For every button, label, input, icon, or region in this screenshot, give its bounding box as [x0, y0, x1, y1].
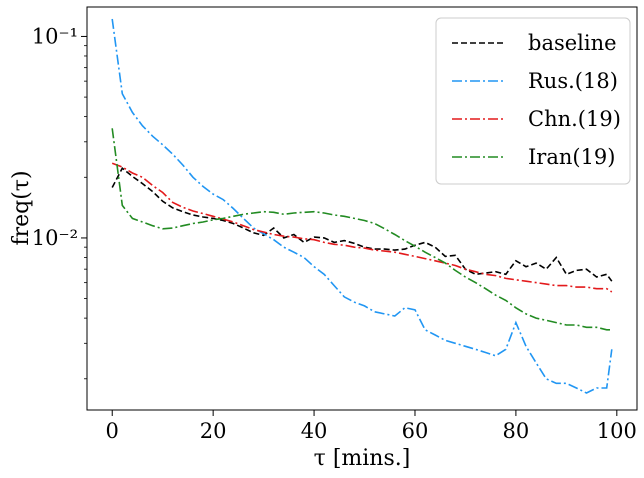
x-tick-label: 40 [301, 419, 328, 443]
y-tick-label: 10⁻¹ [32, 24, 78, 48]
y-axis-label: freq(τ) [9, 170, 34, 245]
legend-label-3: Iran(19) [528, 145, 616, 169]
x-tick-label: 20 [200, 419, 227, 443]
x-tick-label: 60 [402, 419, 429, 443]
x-tick-label: 0 [106, 419, 119, 443]
legend-items: baseline Rus.(18) Chn.(19) Iran(19) [452, 31, 621, 169]
y-tick-label: 10⁻² [32, 226, 78, 250]
legend-label-0: baseline [528, 31, 617, 55]
series-line-1 [111, 18, 613, 394]
ticks-layer: 0 20 40 60 80 100 10⁻² 10⁻¹ [32, 24, 637, 443]
x-tick-label: 80 [503, 419, 530, 443]
series-line-3 [111, 128, 612, 331]
series-line-2 [111, 162, 613, 293]
x-tick-label: 100 [597, 419, 637, 443]
legend-label-2: Chn.(19) [528, 107, 621, 131]
series-line-0 [111, 166, 613, 282]
legend: baseline Rus.(18) Chn.(19) Iran(19) [435, 17, 631, 185]
series-layer [111, 18, 613, 394]
legend-label-1: Rus.(18) [528, 69, 618, 93]
x-axis-label: τ [mins.] [314, 446, 411, 471]
legend-box [435, 17, 631, 185]
